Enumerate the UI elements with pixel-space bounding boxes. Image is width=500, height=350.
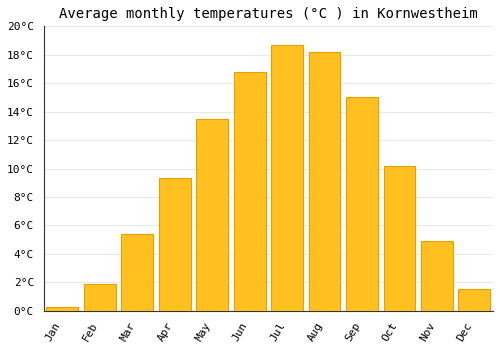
- Bar: [84, 284, 116, 311]
- Bar: [196, 119, 228, 311]
- Bar: [271, 45, 303, 311]
- Bar: [384, 166, 416, 311]
- Bar: [308, 52, 340, 311]
- Bar: [458, 289, 490, 311]
- Bar: [159, 178, 190, 311]
- Bar: [346, 97, 378, 311]
- Bar: [234, 72, 266, 311]
- Bar: [421, 241, 453, 311]
- Bar: [122, 234, 153, 311]
- Title: Average monthly temperatures (°C ) in Kornwestheim: Average monthly temperatures (°C ) in Ko…: [59, 7, 478, 21]
- Bar: [46, 307, 78, 311]
